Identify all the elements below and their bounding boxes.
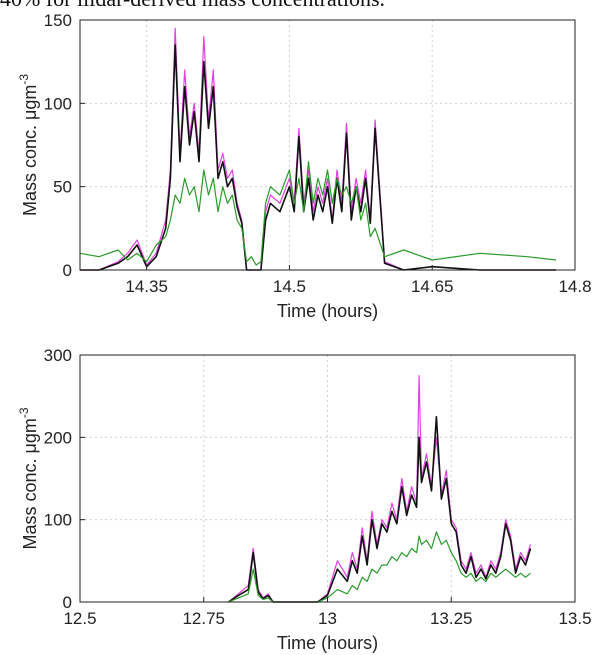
series-line-green — [79, 161, 557, 266]
x-tick-label: 14.8 — [558, 277, 591, 296]
x-axis-label: Time (hours) — [277, 633, 378, 653]
x-tick-label: 14.65 — [411, 277, 454, 296]
y-axis-label: Mass conc. μgm-3 — [17, 74, 40, 216]
chart-panel-2: 12.5 12.75 13 13.25 13.5 0 100 200 300 Time (hour… — [17, 346, 592, 653]
y-axis-label-superscript: -3 — [17, 74, 31, 85]
x-tick-label: 13.25 — [430, 609, 473, 628]
y-tick-label: 0 — [63, 261, 72, 280]
y-axis-label: Mass conc. μgm-3 — [17, 407, 40, 549]
x-tick-label: 12.75 — [182, 609, 225, 628]
chart-panel-1: 14.35 14.5 14.65 14.8 0 50 100 150 Time (hours) M… — [17, 11, 592, 321]
x-tick-label: 14.35 — [125, 277, 168, 296]
y-tick-label: 100 — [44, 94, 72, 113]
series-line-black — [80, 44, 556, 271]
x-tick-label: 12.5 — [63, 609, 96, 628]
x-tick-label: 13 — [318, 609, 337, 628]
plot-frame — [79, 354, 576, 603]
caption-fragment: 40% for ilidar-derived mass concentratio… — [0, 0, 593, 12]
y-tick-label: 50 — [53, 178, 72, 197]
series-line-green — [228, 531, 531, 603]
plot-frame — [79, 19, 576, 271]
y-tick-label: 150 — [44, 11, 72, 30]
y-tick-label: 300 — [44, 346, 72, 365]
x-tick-label: 13.5 — [558, 609, 591, 628]
y-axis-label-superscript: -3 — [17, 407, 31, 418]
y-tick-label: 200 — [44, 428, 72, 447]
x-tick-label: 14.5 — [273, 277, 306, 296]
series-line-magenta — [80, 27, 556, 271]
y-tick-label: 100 — [44, 511, 72, 530]
x-axis-label: Time (hours) — [277, 301, 378, 321]
y-tick-label: 0 — [63, 593, 72, 612]
